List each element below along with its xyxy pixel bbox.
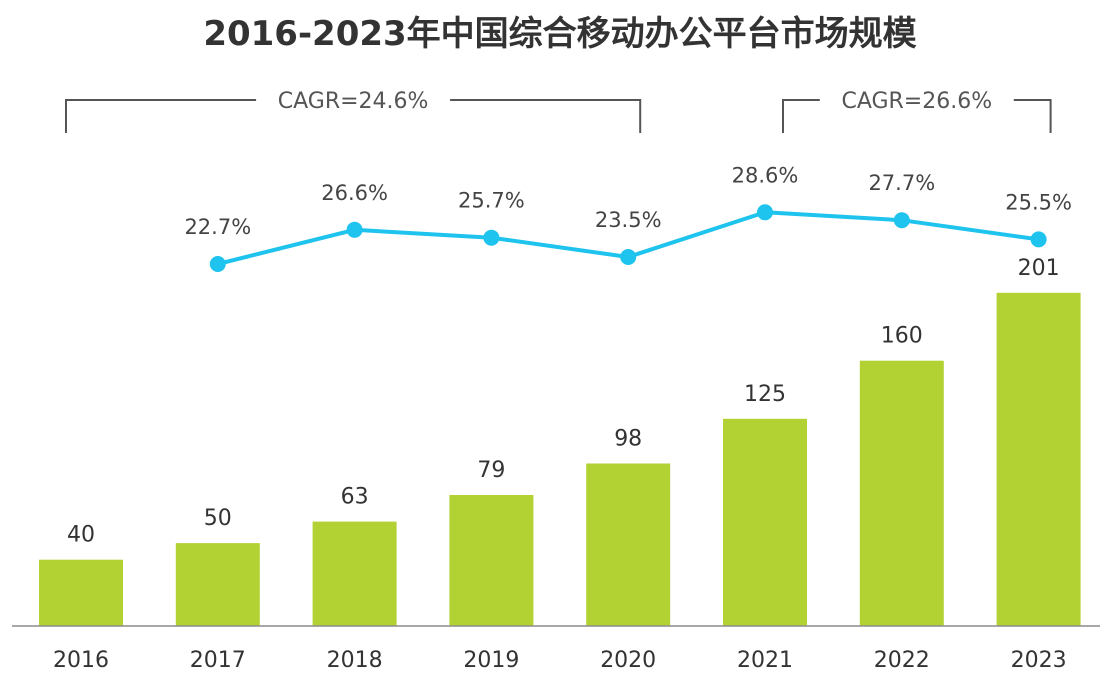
growth-value-label: 25.5% (1005, 190, 1072, 214)
bar-value-label: 79 (477, 458, 505, 483)
x-tick-label: 2016 (53, 648, 109, 673)
x-tick-label: 2019 (463, 648, 519, 673)
growth-point-2020 (620, 249, 637, 265)
growth-value-label: 23.5% (595, 208, 662, 232)
bar-2023 (996, 292, 1081, 626)
bar-2017 (175, 543, 260, 626)
bar-value-label: 98 (614, 427, 642, 452)
bar-value-label: 160 (881, 324, 923, 349)
cagr-label: CAGR=24.6% (278, 89, 429, 114)
x-tick-label: 2018 (327, 648, 383, 673)
growth-value-label: 27.7% (868, 171, 935, 195)
bar-value-label: 125 (744, 382, 786, 407)
x-tick-label: 2017 (190, 648, 246, 673)
cagr-label: CAGR=26.6% (841, 89, 992, 114)
chart-title: 2016-2023年中国综合移动办公平台市场规模 (203, 14, 916, 54)
cagr-bracket-right (450, 99, 642, 133)
bar-value-label: 40 (67, 523, 95, 548)
growth-point-2019 (483, 229, 500, 246)
growth-point-2017 (209, 256, 226, 272)
bar-2019 (449, 495, 534, 626)
bar-2016 (39, 559, 123, 626)
bar-value-label: 201 (1018, 256, 1060, 281)
x-axis-ticks: 2016 2017 2018 2019 2020 2021 2022 2023 (53, 648, 1067, 673)
growth-point-2018 (346, 221, 363, 238)
bar-series: 40 50 63 79 98 125 160 201 (39, 256, 1081, 626)
bar-value-label: 50 (204, 506, 232, 531)
x-tick-label: 2022 (874, 648, 930, 673)
x-tick-label: 2023 (1011, 648, 1067, 673)
growth-point-2023 (1030, 231, 1047, 248)
cagr-annotations: CAGR=24.6% CAGR=26.6% (65, 89, 1052, 133)
growth-value-label: 28.6% (732, 163, 799, 187)
growth-rate-series: 22.7% 26.6% 25.7% 23.5% 28.6% 27.7% 25.5% (184, 163, 1072, 272)
bar-2018 (312, 521, 397, 626)
cagr-bracket-left (65, 99, 257, 133)
bar-2022 (859, 360, 944, 626)
bar-2020 (586, 463, 671, 626)
cagr-bracket-right (1013, 99, 1052, 133)
growth-value-label: 26.6% (321, 181, 388, 205)
growth-point-2021 (757, 204, 773, 221)
bar-2021 (723, 418, 807, 626)
cagr-bracket-left (782, 99, 820, 133)
growth-value-label: 22.7% (184, 215, 251, 239)
growth-value-label: 25.7% (458, 189, 525, 213)
growth-point-2022 (893, 212, 910, 229)
x-tick-label: 2021 (737, 648, 793, 673)
bar-value-label: 63 (341, 485, 369, 510)
x-tick-label: 2020 (600, 648, 656, 673)
